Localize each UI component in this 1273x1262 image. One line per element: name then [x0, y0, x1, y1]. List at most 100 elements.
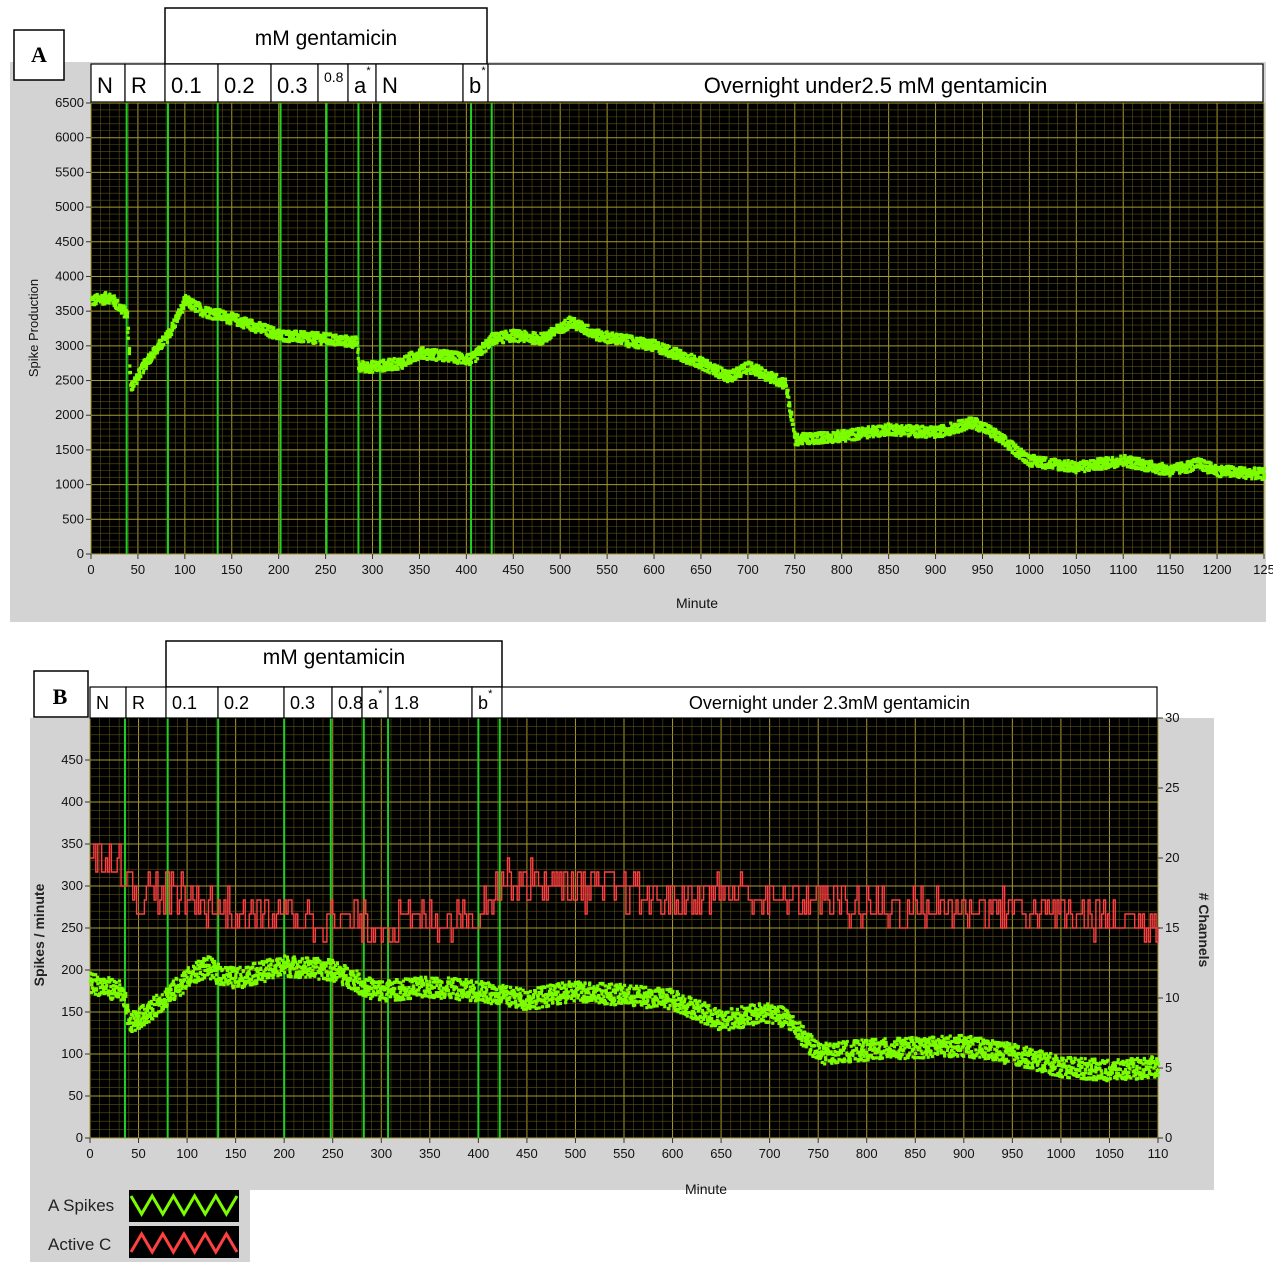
data-point: [416, 353, 420, 357]
data-point: [530, 337, 534, 341]
data-point: [92, 296, 96, 300]
data-point: [263, 979, 267, 984]
data-point: [442, 359, 446, 363]
data-point: [131, 387, 135, 392]
data-point: [201, 964, 205, 969]
data-point: [1224, 469, 1229, 473]
data-point: [770, 378, 774, 382]
data-point: [532, 339, 536, 343]
data-point: [1123, 454, 1127, 459]
data-point: [131, 1014, 135, 1018]
data-point: [1227, 468, 1231, 472]
data-point: [566, 321, 570, 325]
data-point: [142, 1007, 147, 1011]
data-point: [777, 384, 781, 388]
data-point: [329, 973, 333, 977]
data-point: [214, 307, 218, 312]
data-point: [1207, 470, 1211, 474]
data-point: [1098, 458, 1103, 462]
data-point: [731, 368, 735, 372]
data-point: [294, 329, 298, 333]
data-point: [126, 326, 130, 330]
data-point: [314, 340, 318, 345]
data-point: [298, 336, 302, 340]
data-point: [724, 369, 729, 373]
data-point: [730, 379, 735, 383]
data-point: [772, 381, 776, 385]
data-point: [299, 340, 304, 344]
data-point: [805, 436, 809, 440]
data-point: [234, 972, 238, 977]
data-point: [148, 353, 152, 358]
data-point: [1044, 456, 1048, 460]
data-point: [252, 322, 256, 326]
data-point: [108, 292, 112, 296]
data-point: [314, 337, 318, 341]
data-point: [708, 361, 712, 365]
data-point: [119, 311, 124, 315]
data-point: [1256, 471, 1260, 475]
data-point: [890, 424, 894, 429]
data-point: [554, 328, 559, 332]
data-point: [220, 314, 224, 318]
data-point: [239, 978, 244, 983]
data-point: [325, 974, 330, 978]
panel-a-header: mM gentamicin: [255, 27, 397, 50]
data-point: [1176, 464, 1180, 468]
data-point: [208, 955, 212, 960]
x-tick-label: 850: [878, 562, 900, 577]
data-point: [476, 352, 480, 356]
data-point: [634, 342, 639, 346]
data-point: [406, 361, 410, 366]
data-point: [182, 306, 186, 310]
data-point: [149, 999, 153, 1004]
data-point: [164, 999, 168, 1003]
data-point: [964, 418, 968, 422]
data-point: [1092, 467, 1097, 471]
data-point: [137, 377, 141, 381]
data-point: [467, 360, 471, 364]
data-point: [978, 423, 982, 427]
data-point: [1063, 463, 1068, 468]
data-point: [128, 1019, 132, 1024]
data-point: [359, 369, 363, 373]
data-point: [129, 383, 133, 387]
data-point: [365, 361, 370, 365]
data-point: [617, 333, 621, 337]
data-point: [578, 324, 582, 328]
data-point: [316, 960, 320, 964]
data-point: [313, 974, 317, 978]
data-point: [1262, 476, 1266, 480]
data-point: [923, 431, 928, 435]
data-point: [552, 327, 556, 331]
data-point: [909, 424, 913, 428]
data-point: [1194, 465, 1198, 469]
data-point: [160, 998, 165, 1002]
data-point: [125, 312, 129, 316]
data-point: [169, 995, 173, 999]
data-point: [130, 1021, 134, 1025]
data-point: [127, 349, 132, 353]
x-tick-label: 1200: [1203, 562, 1232, 577]
data-point: [315, 965, 319, 969]
data-point: [142, 1023, 146, 1027]
data-point: [1010, 450, 1014, 455]
data-point: [1071, 460, 1075, 465]
data-point: [1174, 464, 1178, 468]
data-point: [601, 331, 605, 335]
data-point: [608, 340, 613, 345]
data-point: [493, 332, 497, 337]
data-point: [585, 328, 589, 332]
data-point: [240, 321, 244, 325]
data-point: [239, 972, 243, 977]
x-tick-label: 350: [409, 562, 431, 577]
data-point: [112, 988, 117, 992]
data-point: [415, 351, 419, 355]
data-point: [165, 340, 170, 344]
data-point: [668, 349, 672, 354]
data-point: [1157, 466, 1161, 470]
data-point: [739, 372, 743, 376]
data-point: [167, 330, 171, 335]
data-point: [196, 975, 200, 979]
data-point: [762, 372, 766, 376]
